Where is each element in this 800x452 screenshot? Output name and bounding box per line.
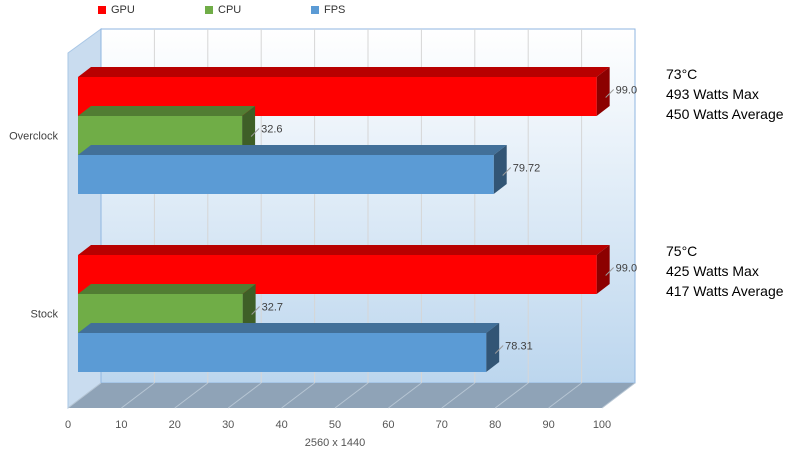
- bar-fps-stock: [78, 323, 500, 372]
- floor-gridline: [441, 382, 476, 409]
- overclock-temperature: 73°C: [666, 66, 698, 82]
- legend: GPU CPU FPS: [0, 4, 800, 22]
- data-label: 32.7: [262, 302, 283, 314]
- floor-gridline: [494, 382, 529, 409]
- data-label-leader: [250, 128, 260, 137]
- stock-max-watts: 425 Watts Max: [666, 263, 759, 279]
- x-tick-label: 80: [489, 419, 501, 431]
- floor-gridline: [121, 382, 155, 409]
- data-label: 32.6: [261, 124, 282, 136]
- stock-temperature: 75°C: [666, 243, 698, 259]
- data-label: 99.0: [616, 85, 637, 97]
- x-tick-label: 30: [222, 419, 234, 431]
- data-label: 78.31: [505, 341, 533, 353]
- floor-gridline: [227, 382, 262, 409]
- floor-gridline: [601, 382, 636, 409]
- legend-label: CPU: [218, 4, 242, 16]
- legend-item-gpu: GPU: [98, 4, 135, 16]
- legend-item-cpu: CPU: [205, 4, 241, 16]
- legend-label: FPS: [324, 4, 346, 16]
- legend-swatch: [311, 6, 319, 14]
- x-tick-label: 20: [169, 419, 181, 431]
- data-label-leader: [251, 306, 260, 315]
- x-tick-label: 0: [65, 419, 71, 431]
- data-label-leader: [605, 89, 615, 98]
- x-tick-label: 70: [436, 419, 448, 431]
- x-tick-label: 50: [329, 419, 341, 431]
- data-label-leader: [502, 167, 512, 176]
- category-label: Overclock: [9, 131, 58, 143]
- stock-average-watts: 417 Watts Average: [666, 283, 784, 299]
- overclock-annotation: 73°C 493 Watts Max 450 Watts Average: [666, 64, 784, 124]
- data-label-leader: [494, 345, 504, 354]
- floor-gridline: [281, 382, 315, 409]
- floor-gridline: [388, 382, 422, 409]
- bar-fps-overclock: [78, 145, 507, 194]
- category-label: Stock: [30, 309, 58, 321]
- floor-gridline: [67, 382, 102, 409]
- floor-gridline: [334, 382, 369, 409]
- legend-label: GPU: [111, 4, 135, 16]
- overclock-max-watts: 493 Watts Max: [666, 86, 759, 102]
- floor-gridline: [548, 382, 582, 409]
- legend-item-fps: FPS: [311, 4, 345, 16]
- x-axis-title: 2560 x 1440: [305, 437, 366, 449]
- x-tick-label: 40: [275, 419, 287, 431]
- stock-annotation: 75°C 425 Watts Max 417 Watts Average: [666, 241, 784, 301]
- legend-swatch: [205, 6, 213, 14]
- overclock-average-watts: 450 Watts Average: [666, 106, 784, 122]
- x-tick-label: 100: [593, 419, 611, 431]
- x-tick-label: 10: [115, 419, 127, 431]
- data-label: 79.72: [513, 163, 541, 175]
- x-tick-label: 60: [382, 419, 394, 431]
- floor-gridline: [174, 382, 209, 409]
- legend-swatch: [98, 6, 106, 14]
- data-label: 99.0: [616, 263, 637, 275]
- data-label-leader: [605, 267, 615, 276]
- x-tick-label: 90: [542, 419, 554, 431]
